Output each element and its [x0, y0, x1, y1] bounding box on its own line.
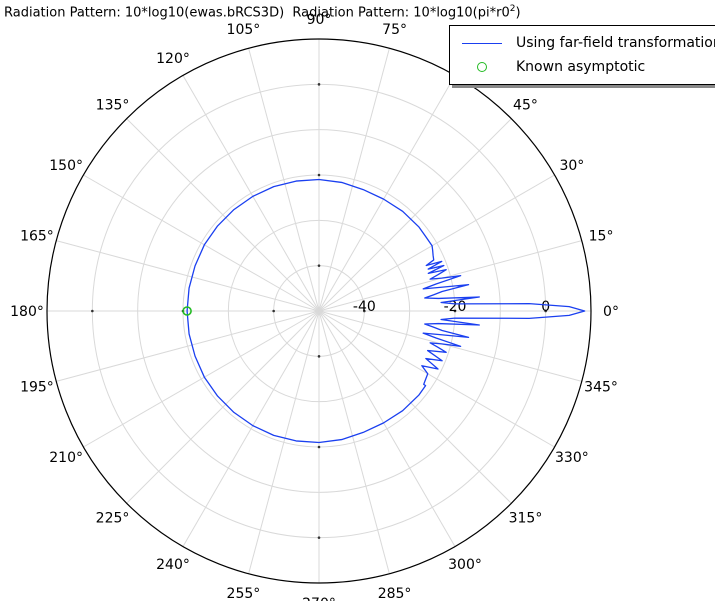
radial-tick-mark	[453, 309, 457, 313]
angle-tick-label: 105°	[227, 22, 261, 38]
legend-label: Known asymptotic	[516, 59, 646, 75]
angular-grid-spoke	[248, 310, 320, 574]
radial-tick-mark	[544, 309, 547, 313]
angular-grid-spoke	[318, 310, 555, 448]
radial-tick-mark	[317, 173, 321, 177]
angular-grid-spoke	[318, 75, 456, 312]
radial-tick-label: 0	[541, 299, 550, 315]
angle-tick-label: 135°	[96, 98, 130, 114]
radial-tick-mark	[317, 536, 321, 539]
plot-title: Radiation Pattern: 10*log10(ewas.bRCS3D)…	[4, 4, 521, 20]
angular-grid-spoke	[318, 240, 582, 312]
radial-tick-mark	[317, 445, 321, 449]
angular-grid-spoke	[318, 310, 512, 504]
legend-label: Using far-field transformation	[516, 35, 715, 51]
angular-grid-spoke	[318, 118, 512, 312]
title-right-prefix: Radiation Pattern: 10*log10(pi*r0	[292, 5, 510, 21]
legend-item-asymptotic: Known asymptotic	[450, 57, 645, 77]
radial-tick-label: -40	[353, 299, 376, 315]
angular-grid-spoke	[83, 310, 320, 448]
angular-grid-spoke	[318, 48, 390, 312]
angular-grid-spoke	[248, 48, 320, 312]
angle-tick-label: 45°	[513, 98, 538, 114]
angular-grid-spoke	[56, 310, 320, 382]
angle-tick-label: 225°	[96, 510, 130, 526]
angle-tick-label: 30°	[559, 158, 584, 174]
angular-grid-spoke	[182, 310, 320, 547]
angle-tick-label: 255°	[227, 586, 261, 601]
angular-grid-spoke	[182, 75, 320, 312]
angle-tick-label: 150°	[49, 158, 83, 174]
angle-tick-label: 270°	[302, 596, 336, 601]
angle-tick-label: 210°	[49, 450, 83, 466]
angle-tick-label: 180°	[10, 304, 44, 320]
angular-grid-spoke	[56, 240, 320, 312]
angle-tick-label: 285°	[378, 586, 412, 601]
angle-tick-label: 195°	[20, 380, 54, 396]
angle-tick-label: 315°	[509, 510, 543, 526]
angle-tick-label: 90°	[307, 12, 332, 28]
angular-grid-spoke	[83, 174, 320, 312]
radial-tick-mark	[363, 309, 366, 313]
radial-tick-mark	[91, 309, 94, 313]
angular-grid-spoke	[126, 118, 320, 312]
angle-tick-label: 165°	[20, 228, 54, 244]
angular-grid-spoke	[318, 174, 555, 312]
radial-tick-mark	[272, 309, 275, 313]
angle-tick-label: 300°	[448, 557, 482, 573]
angle-tick-label: 120°	[156, 51, 190, 67]
title-right-sup: 2	[509, 4, 516, 14]
legend-circle-swatch	[462, 62, 502, 72]
title-left: Radiation Pattern: 10*log10(ewas.bRCS3D)	[4, 5, 285, 21]
angular-grid-spoke	[126, 310, 320, 504]
angle-tick-label: 75°	[382, 22, 407, 38]
outer-frame-circle	[46, 38, 592, 584]
legend-item-far-field: Using far-field transformation	[450, 33, 715, 53]
radial-tick-mark	[317, 264, 321, 267]
legend: Using far-field transformation Known asy…	[449, 25, 715, 85]
radial-tick-mark	[317, 355, 321, 358]
angular-grid-spoke	[318, 310, 390, 574]
series-marker-asymptotic	[182, 306, 192, 316]
title-right-suffix: )	[515, 5, 521, 21]
legend-line-swatch	[462, 42, 502, 44]
radial-tick-mark	[317, 83, 321, 86]
angle-tick-label: 345°	[584, 380, 618, 396]
angle-tick-label: 15°	[589, 228, 614, 244]
series-line-far-field	[186, 178, 586, 444]
angular-grid-spoke	[318, 310, 582, 382]
angular-grid-spoke	[318, 310, 456, 547]
angle-tick-label: 330°	[555, 450, 589, 466]
angle-tick-label: 240°	[156, 557, 190, 573]
angle-tick-label: 0°	[603, 304, 619, 320]
